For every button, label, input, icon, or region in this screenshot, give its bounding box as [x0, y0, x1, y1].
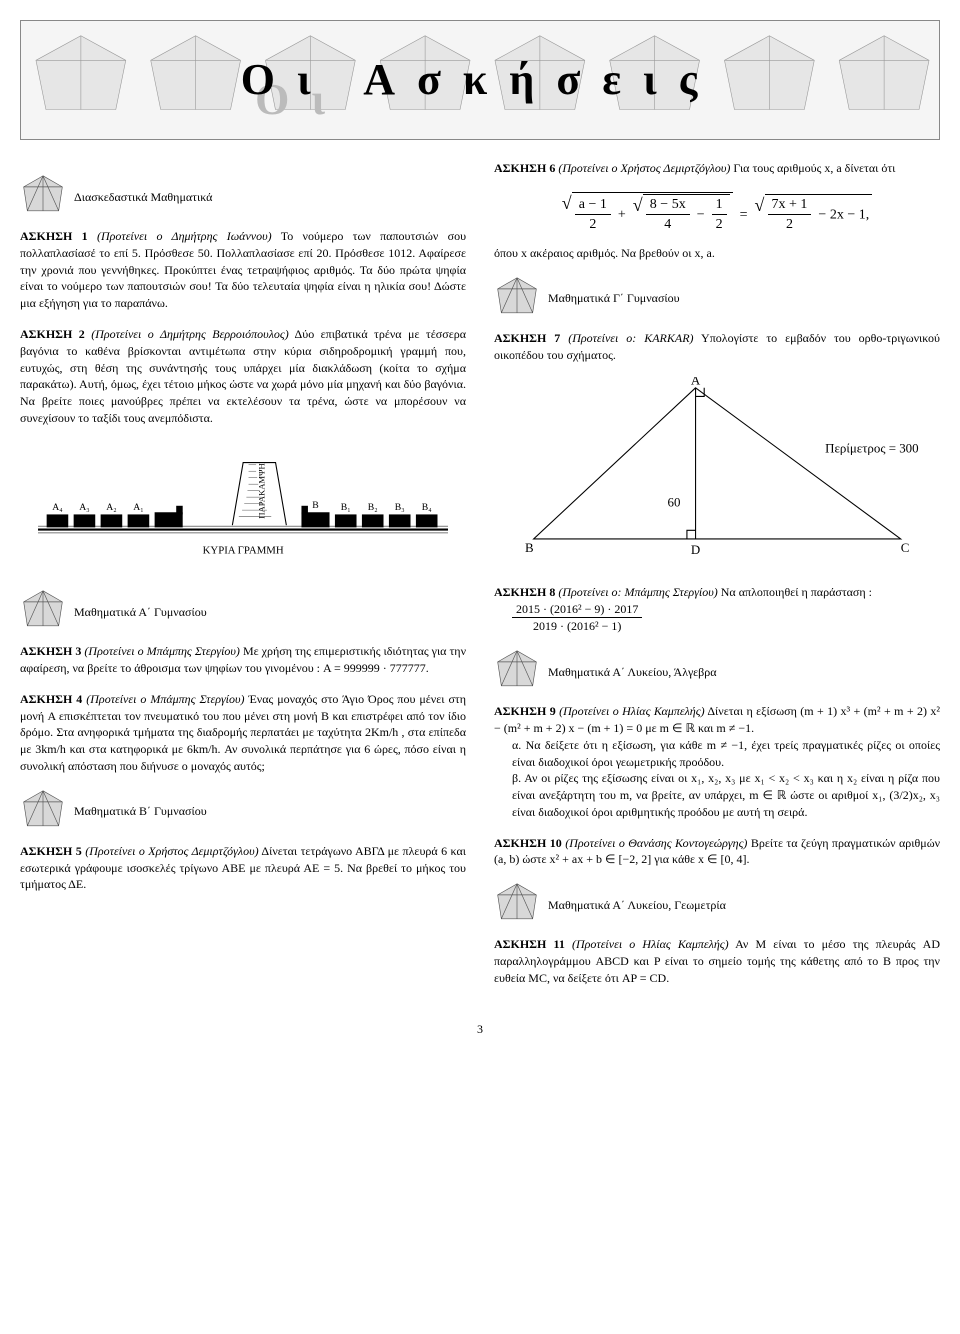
exercise-11: ΑΣΚΗΣΗ 11 (Προτείνει ο Ηλίας Καμπελής) Α… — [494, 936, 940, 986]
ex10-prop: (Προτείνει ο Θανάσης Κοντογεώργης) — [565, 836, 747, 850]
exercise-10: ΑΣΚΗΣΗ 10 (Προτείνει ο Θανάσης Κοντογεώρ… — [494, 835, 940, 869]
ex4-head: ΑΣΚΗΣΗ 4 — [20, 692, 82, 706]
banner: Οι Ασκήσεις Οι Ασκήσεις — [20, 20, 940, 140]
ex6-outro: όπου x ακέραιος αριθμός. Να βρεθούν οι x… — [494, 245, 940, 262]
svg-text:C: C — [901, 540, 910, 555]
polyhedron-icon — [20, 174, 66, 220]
ex6-prop: (Προτείνει ο Χρήστος Δεμιρτζόγλου) — [558, 161, 730, 175]
svg-text:A₂: A₂ — [106, 502, 116, 513]
polyhedron-icon — [494, 649, 540, 695]
svg-text:B: B — [312, 500, 318, 511]
ex2-head: ΑΣΚΗΣΗ 2 — [20, 327, 85, 341]
main-columns: Διασκεδαστικά Μαθηματικά ΑΣΚΗΣΗ 1 (Προτε… — [20, 160, 940, 1001]
section-b-gymn-label: Μαθηματικά Β΄ Γυμνασίου — [74, 803, 207, 820]
exercise-6: ΑΣΚΗΣΗ 6 (Προτείνει ο Χρήστος Δεμιρτζόγλ… — [494, 160, 940, 177]
ex8-fraction: 2015 · (2016² − 9) · 2017 2019 · (2016² … — [512, 601, 940, 636]
ex6-head: ΑΣΚΗΣΗ 6 — [494, 161, 555, 175]
ex5-head: ΑΣΚΗΣΗ 5 — [20, 844, 82, 858]
ex8-body: Να απλοποιηθεί η παράσταση : — [721, 585, 872, 599]
ex7-body: Υπολογίστε το εμβαδόν του ορθο-τριγωνικο… — [494, 331, 940, 362]
ex8-head: ΑΣΚΗΣΗ 8 — [494, 585, 555, 599]
ex6-formula: a − 12 + 8 − 5x4 − 12 = 7x + 12 − 2x − 1… — [494, 191, 940, 235]
exercise-8: ΑΣΚΗΣΗ 8 (Προτείνει ο: Μπάμπης Στεργίου)… — [494, 584, 940, 635]
ex2-prop: (Προτείνει ο Δημήτρης Βερροιόπουλος) — [91, 327, 289, 341]
svg-text:A₃: A₃ — [79, 502, 89, 513]
exercise-2: ΑΣΚΗΣΗ 2 (Προτείνει ο Δημήτρης Βερροιόπο… — [20, 326, 466, 427]
ex1-head: ΑΣΚΗΣΗ 1 — [20, 229, 88, 243]
polyhedron-icon — [20, 789, 66, 835]
exercise-9: ΑΣΚΗΣΗ 9 (Προτείνει ο Ηλίας Καμπελής) Δί… — [494, 703, 940, 821]
ex4-prop: (Προτείνει ο Μπάμπης Στεργίου) — [86, 692, 244, 706]
ex3-head: ΑΣΚΗΣΗ 3 — [20, 644, 81, 658]
page-number: 3 — [20, 1021, 940, 1038]
svg-text:B₂: B₂ — [368, 502, 378, 513]
right-column: ΑΣΚΗΣΗ 6 (Προτείνει ο Χρήστος Δεμιρτζόγλ… — [494, 160, 940, 1001]
svg-text:B₃: B₃ — [395, 502, 405, 513]
section-a-lyk-geom-label: Μαθηματικά Α΄ Λυκείου, Γεωμετρία — [548, 897, 726, 914]
siding-label: ΠΑΡΑΚΑΜΨΗ — [257, 463, 267, 518]
svg-text:D: D — [691, 542, 700, 557]
svg-text:A₄: A₄ — [52, 502, 63, 513]
ex7-head: ΑΣΚΗΣΗ 7 — [494, 331, 560, 345]
ex2-body: Δύο επιβατικά τρένα με τέσσερα βαγόνια τ… — [20, 327, 466, 425]
ex7-prop: (Προτείνει ο: KARKAR) — [568, 331, 693, 345]
ex1-prop: (Προτείνει ο Δημήτρης Ιωάννου) — [97, 229, 272, 243]
svg-text:Περίμετρος = 300: Περίμετρος = 300 — [825, 441, 919, 456]
ex10-head: ΑΣΚΗΣΗ 10 — [494, 836, 562, 850]
section-a-lyk-alg-label: Μαθηματικά Α΄ Λυκείου, Άλγεβρα — [548, 664, 717, 681]
svg-text:B₁: B₁ — [341, 502, 351, 513]
section-a-gymn-label: Μαθηματικά Α΄ Γυμνασίου — [74, 604, 207, 621]
ex8-prop: (Προτείνει ο: Μπάμπης Στεργίου) — [558, 585, 717, 599]
exercise-3: ΑΣΚΗΣΗ 3 (Προτείνει ο Μπάμπης Στεργίου) … — [20, 643, 466, 677]
exercise-1: ΑΣΚΗΣΗ 1 (Προτείνει ο Δημήτρης Ιωάννου) … — [20, 228, 466, 312]
ex11-head: ΑΣΚΗΣΗ 11 — [494, 937, 565, 951]
ex6-intro: Για τους αριθμούς x, a δίνεται ότι — [733, 161, 895, 175]
section-c-gymn: Μαθηματικά Γ΄ Γυμνασίου — [494, 276, 940, 322]
svg-text:B₄: B₄ — [422, 502, 432, 513]
exercise-5: ΑΣΚΗΣΗ 5 (Προτείνει ο Χρήστος Δεμιρτζόγλ… — [20, 843, 466, 893]
ex5-prop: (Προτείνει ο Χρήστος Δεμιρτζόγλου) — [85, 844, 258, 858]
svg-text:A: A — [691, 377, 701, 388]
exercise-7: ΑΣΚΗΣΗ 7 (Προτείνει ο: KARKAR) Υπολογίστ… — [494, 330, 940, 364]
triangle-figure: A B D C 60 Περίμετρος = 300 — [494, 377, 940, 565]
ex3-prop: (Προτείνει ο Μπάμπης Στεργίου) — [84, 644, 239, 658]
polyhedron-icon — [494, 882, 540, 928]
ex9-b: β. Αν οι ρίζες της εξίσωσης είναι οι x₁,… — [512, 770, 940, 820]
section-c-gymn-label: Μαθηματικά Γ΄ Γυμνασίου — [548, 290, 680, 307]
section-a-gymn: Μαθηματικά Α΄ Γυμνασίου — [20, 589, 466, 635]
ex9-a: α. Να δείξετε ότι η εξίσωση, για κάθε m … — [512, 737, 940, 771]
banner-title: Οι Ασκήσεις — [241, 49, 720, 111]
section-a-lyk-alg: Μαθηματικά Α΄ Λυκείου, Άλγεβρα — [494, 649, 940, 695]
svg-text:A₁: A₁ — [133, 502, 143, 513]
section-a-lyk-geom: Μαθηματικά Α΄ Λυκείου, Γεωμετρία — [494, 882, 940, 928]
section-b-gymn: Μαθηματικά Β΄ Γυμνασίου — [20, 789, 466, 835]
train-figure: ΠΑΡΑΚΑΜΨΗ A₄ A₃ A₂ A₁ — [38, 441, 448, 575]
svg-text:B: B — [525, 540, 534, 555]
ex9-head: ΑΣΚΗΣΗ 9 — [494, 704, 556, 718]
section-fun-math: Διασκεδαστικά Μαθηματικά — [20, 174, 466, 220]
train-caption: ΚΥΡΙΑ ΓΡΑΜΜΗ — [202, 544, 283, 556]
section-fun-label: Διασκεδαστικά Μαθηματικά — [74, 189, 212, 206]
polyhedron-icon — [494, 276, 540, 322]
polyhedron-icon — [20, 589, 66, 635]
exercise-4: ΑΣΚΗΣΗ 4 (Προτείνει ο Μπάμπης Στεργίου) … — [20, 691, 466, 775]
ex11-prop: (Προτείνει ο Ηλίας Καμπελής) — [572, 937, 729, 951]
ex9-prop: (Προτείνει ο Ηλίας Καμπελής) — [559, 704, 704, 718]
svg-text:60: 60 — [667, 495, 680, 510]
left-column: Διασκεδαστικά Μαθηματικά ΑΣΚΗΣΗ 1 (Προτε… — [20, 160, 466, 1001]
